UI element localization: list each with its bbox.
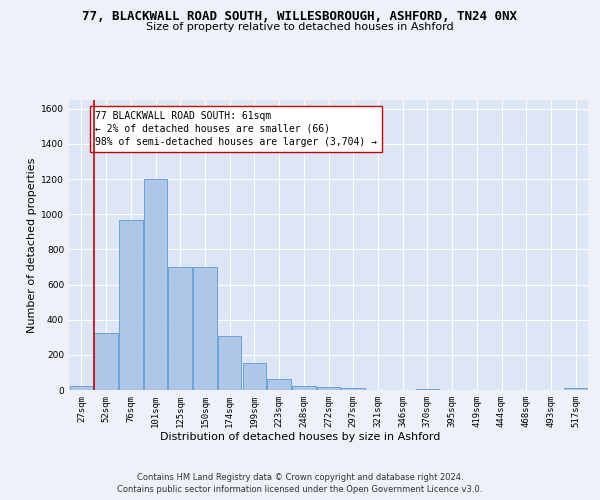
Bar: [292, 386, 316, 390]
Bar: [94, 333, 118, 390]
Bar: [317, 388, 340, 390]
Bar: [242, 363, 266, 390]
Text: 77, BLACKWALL ROAD SOUTH, WILLESBOROUGH, ASHFORD, TN24 0NX: 77, BLACKWALL ROAD SOUTH, WILLESBOROUGH,…: [83, 10, 517, 23]
Y-axis label: Number of detached properties: Number of detached properties: [27, 158, 37, 332]
Text: Distribution of detached houses by size in Ashford: Distribution of detached houses by size …: [160, 432, 440, 442]
Bar: [144, 179, 167, 390]
Bar: [169, 267, 192, 390]
Text: Contains public sector information licensed under the Open Government Licence v3: Contains public sector information licen…: [118, 485, 482, 494]
Bar: [416, 389, 439, 390]
Bar: [268, 378, 291, 390]
Text: 77 BLACKWALL ROAD SOUTH: 61sqm
← 2% of detached houses are smaller (66)
98% of s: 77 BLACKWALL ROAD SOUTH: 61sqm ← 2% of d…: [95, 110, 377, 147]
Text: Size of property relative to detached houses in Ashford: Size of property relative to detached ho…: [146, 22, 454, 32]
Bar: [119, 220, 143, 390]
Text: Contains HM Land Registry data © Crown copyright and database right 2024.: Contains HM Land Registry data © Crown c…: [137, 472, 463, 482]
Bar: [341, 388, 365, 390]
Bar: [193, 267, 217, 390]
Bar: [218, 336, 241, 390]
Bar: [70, 386, 93, 390]
Bar: [564, 388, 587, 390]
